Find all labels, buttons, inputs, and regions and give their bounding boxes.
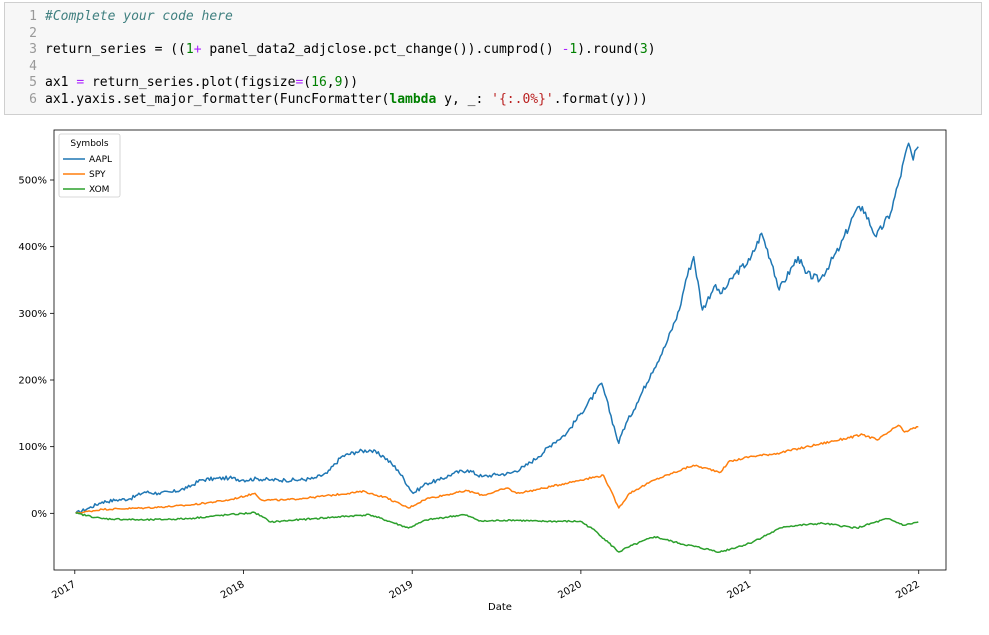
x-tick-label: 2020 <box>556 579 584 601</box>
x-axis-label: Date <box>488 602 512 613</box>
legend-title: Symbols <box>70 139 109 149</box>
code-token: #Complete your code here <box>45 9 233 24</box>
code-editor[interactable]: #Complete your code here return_series = … <box>45 9 975 108</box>
code-line: ax1.yaxis.set_major_formatter(FuncFormat… <box>45 92 975 109</box>
code-token: 9 <box>334 75 343 90</box>
code-line: #Complete your code here <box>45 9 975 26</box>
code-token: y, _: <box>436 91 492 107</box>
code-token: lambda <box>389 91 437 107</box>
plot-frame <box>53 129 947 571</box>
line-number: 5 <box>29 75 37 90</box>
line-number: 3 <box>29 42 37 57</box>
line-number: 4 <box>29 58 37 74</box>
code-token: ).round( <box>577 42 640 57</box>
x-tick-label: 2018 <box>219 579 247 601</box>
code-line <box>45 26 975 43</box>
y-tick-label: 500% <box>18 176 47 187</box>
series-line-xom <box>75 511 919 553</box>
code-line <box>45 59 975 76</box>
code-token: return_series = (( <box>45 42 186 57</box>
y-tick-label: 0% <box>31 509 47 520</box>
code-token: + <box>193 42 202 57</box>
code-token: '{:.0%}' <box>491 91 554 107</box>
code-token: , <box>326 75 335 90</box>
x-tick-label: 2022 <box>894 579 922 601</box>
legend-label-spy: SPY <box>89 170 106 180</box>
code-token: 1 <box>185 42 194 57</box>
code-token: ) <box>647 42 656 57</box>
legend-box <box>58 133 121 198</box>
code-line: return_series = ((1+ panel_data2_adjclos… <box>45 42 975 59</box>
line-chart: 0% 100% 200% 300% 400% 500% 2017 2018 2019 2020 20… <box>18 129 947 613</box>
code-token: 16 <box>311 75 327 90</box>
y-tick-label: 100% <box>18 442 47 453</box>
code-line: ax1 = return_series.plot(figsize=(16,9)) <box>45 75 975 92</box>
code-token: ax1 <box>45 75 77 90</box>
legend: Symbols AAPL SPY XOM <box>58 133 121 198</box>
code-token: 1 <box>569 42 578 57</box>
x-tick-label: 2017 <box>50 579 78 601</box>
code-token: panel_data2_adjclose.pct_change()).cumpr… <box>201 42 562 57</box>
code-token: = <box>76 75 85 90</box>
code-token: ( <box>303 75 312 90</box>
series-line-aapl <box>75 142 919 514</box>
line-number: 1 <box>29 9 37 24</box>
y-tick-label: 400% <box>18 242 47 253</box>
code-token: 3 <box>639 42 648 57</box>
code-token: )) <box>342 75 359 90</box>
line-number: 6 <box>29 91 37 107</box>
y-tick-label: 300% <box>18 309 47 320</box>
code-token: - <box>561 42 570 57</box>
legend-label-xom: XOM <box>89 185 109 195</box>
legend-label-aapl: AAPL <box>89 155 112 165</box>
code-token: = <box>295 75 304 90</box>
code-token: .format(y))) <box>553 91 648 107</box>
code-token: return_series.plot(figsize <box>84 75 296 90</box>
chart-output: 0% 100% 200% 300% 400% 500% 2017 2018 2019 2020 20… <box>0 118 989 631</box>
y-tick-label: 200% <box>18 376 47 387</box>
x-tick-label: 2019 <box>388 579 416 601</box>
x-tick-label: 2021 <box>725 579 753 601</box>
series-line-spy <box>75 424 919 514</box>
line-number: 2 <box>29 25 37 41</box>
code-token: ax1.yaxis.set_major_formatter(FuncFormat… <box>45 91 390 107</box>
